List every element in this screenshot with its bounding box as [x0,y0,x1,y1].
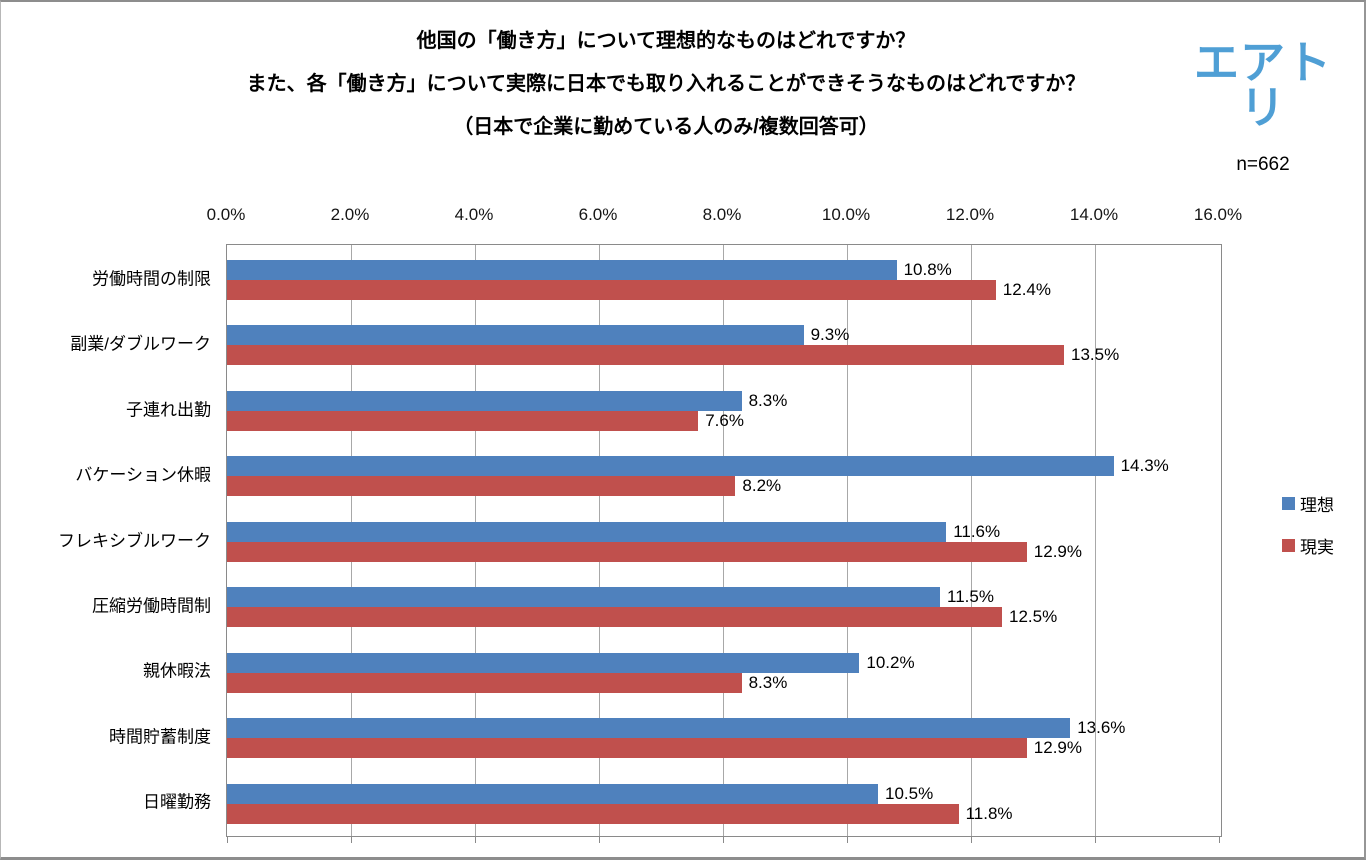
value-label: 11.8% [965,803,1013,823]
bar-現実 [227,280,996,300]
value-label: 12.4% [1002,280,1051,299]
bar-現実 [227,476,736,497]
x-axis: 0.0% 2.0% 4.0% 6.0% 8.0% 10.0% 12.0% 14.0% 16.0% [207,205,1242,229]
category-label: 副業/ダブルワーク [70,334,211,354]
bar-理想 [227,521,947,542]
value-label: 8.3% [748,390,788,410]
bar-理想 [227,783,878,804]
value-label: 10.8% [903,260,952,279]
x-axis-label: 16.0% [1193,205,1243,224]
bar-現実 [227,410,699,431]
x-axis-label: 10.0% [821,205,871,224]
value-label: 7.6% [705,410,744,430]
bar-現実 [227,345,1064,366]
value-label: 13.6% [1077,718,1126,738]
bar-理想 [227,325,804,346]
category-label: 労働時間の制限 [92,269,211,289]
legend-swatch [1282,497,1295,510]
x-tick-mark [847,836,848,843]
x-axis-label: 4.0% [454,205,494,224]
category-label: 時間貯蓄制度 [109,727,211,747]
category-label: 親休暇法 [143,661,211,681]
value-label: 9.3% [810,325,850,345]
x-tick-mark [971,836,972,843]
x-tick-mark [599,836,600,843]
value-label: 13.5% [1071,345,1120,365]
value-label: 12.5% [1009,607,1058,627]
bar-現実 [227,607,1002,628]
bar-現実 [227,541,1027,562]
chart-title-line-1: 他国の「働き方」について理想的なものはどれですか？ [416,30,916,52]
category-label: 子連れ出勤 [126,400,211,420]
value-label: 10.5% [885,783,934,803]
chart-title-line-2: また、各「働き方」について実際に日本でも取り入れることができそうなものはどれです… [246,73,1086,95]
value-label: 10.2% [866,652,915,672]
chart-title-line-3: （日本で企業に勤めている人のみ/複数回答可） [453,116,879,138]
value-label: 12.9% [1033,738,1082,758]
value-label: 8.2% [742,476,782,496]
x-axis-label: 12.0% [945,205,995,224]
x-tick-mark [475,836,476,843]
bar-現実 [227,738,1027,759]
category-label: フレキシブルワーク [58,531,211,550]
legend-swatch [1282,539,1295,552]
plot-area: 10.8% 12.4% 9.3% 13.5% 8.3% 7.6% 14.3% 8.2% 11.6… [226,244,1222,843]
value-label: 11.6% [953,521,1001,541]
value-label: 12.9% [1033,541,1082,561]
legend-entry: 現実 [1282,533,1334,558]
x-axis-label: 2.0% [330,205,370,224]
bar-理想 [227,390,742,411]
value-label: 8.3% [748,672,788,692]
bar-理想 [227,456,1114,477]
category-label: バケーション休暇 [75,465,211,485]
category-axis: 労働時間の制限副業/ダブルワーク子連れ出勤バケーション休暇フレキシブルワーク圧縮… [1,244,217,835]
x-axis-label: 14.0% [1069,205,1119,224]
chart-title: 他国の「働き方」について理想的なものはどれですか？ また、各「働き方」について実… [1,20,1331,149]
legend: 理想 現実 [1282,491,1334,575]
sample-size-label: n=662 [1236,154,1290,175]
x-tick-mark [1095,836,1096,843]
bar-理想 [227,652,860,673]
bar-理想 [227,718,1071,739]
bar-現実 [227,803,959,824]
x-gridline [971,245,972,836]
category-label: 圧縮労働時間制 [92,596,211,616]
legend-label: 理想 [1300,496,1334,515]
x-tick-mark [723,836,724,843]
x-tick-mark [1219,836,1220,843]
x-gridline [1095,245,1096,836]
x-axis-label: 8.0% [702,205,742,224]
x-tick-mark [227,836,228,843]
bar-理想 [227,260,897,280]
legend-label: 現実 [1300,538,1334,557]
value-label: 11.5% [947,587,994,607]
bar-理想 [227,587,940,608]
airtrip-logo: エアトリ [1193,37,1332,133]
value-label: 14.3% [1120,456,1169,476]
legend-entry: 理想 [1282,491,1334,516]
x-tick-mark [351,836,352,843]
category-label: 日曜勤務 [143,792,211,812]
x-axis-label: 0.0% [206,205,246,224]
bar-現実 [227,672,742,693]
x-axis-label: 6.0% [578,205,618,224]
brand-block: エアトリ n=662 [1174,40,1352,176]
